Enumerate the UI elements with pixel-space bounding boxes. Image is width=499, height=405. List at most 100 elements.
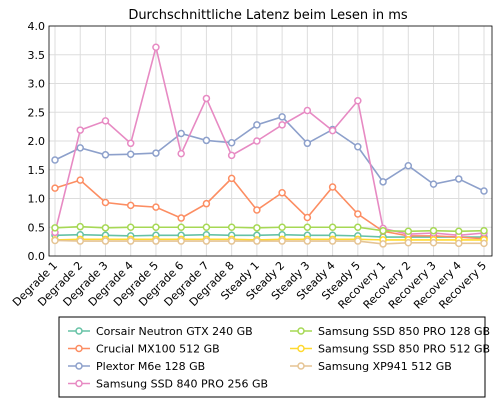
data-point bbox=[76, 126, 84, 134]
data-point bbox=[152, 237, 160, 245]
data-point bbox=[177, 223, 185, 231]
data-point bbox=[202, 237, 211, 245]
legend-item: Samsung SSD 850 PRO 128 GB bbox=[290, 325, 490, 338]
data-point bbox=[328, 183, 337, 191]
data-point bbox=[202, 94, 211, 103]
legend: Corsair Neutron GTX 240 GB Crucial MX100 … bbox=[58, 316, 490, 398]
legend-swatch-marker bbox=[75, 379, 83, 388]
data-point bbox=[278, 189, 286, 197]
data-point bbox=[303, 223, 312, 231]
data-point bbox=[455, 227, 463, 236]
grid-lines bbox=[49, 25, 492, 257]
data-point bbox=[51, 236, 59, 245]
data-point bbox=[480, 187, 488, 195]
y-tick-label: 4.0 bbox=[28, 20, 46, 33]
data-point bbox=[76, 144, 84, 152]
data-point bbox=[126, 150, 135, 158]
data-point bbox=[379, 178, 387, 186]
y-tick-label: 0.5 bbox=[28, 221, 46, 234]
data-point bbox=[202, 199, 211, 208]
y-tick-label: 2.0 bbox=[28, 135, 46, 148]
data-point bbox=[177, 149, 185, 158]
data-point bbox=[303, 213, 312, 222]
plot-frame bbox=[48, 25, 493, 257]
legend-item: Samsung SSD 840 PRO 256 GB bbox=[68, 378, 268, 391]
data-point bbox=[51, 156, 59, 164]
data-point bbox=[76, 237, 84, 245]
legend-label: Corsair Neutron GTX 240 GB bbox=[96, 325, 253, 338]
data-point bbox=[404, 161, 413, 170]
data-point bbox=[101, 117, 110, 125]
data-point bbox=[126, 139, 135, 148]
series-2 bbox=[51, 174, 488, 243]
legend-item: Samsung XP941 512 GB bbox=[290, 360, 452, 373]
data-point bbox=[480, 239, 488, 248]
series-line bbox=[54, 47, 485, 237]
data-point bbox=[354, 223, 362, 231]
data-point bbox=[101, 224, 110, 232]
data-point bbox=[51, 184, 59, 192]
data-point bbox=[278, 121, 286, 129]
data-point bbox=[227, 223, 236, 231]
data-point bbox=[480, 226, 488, 235]
series-line bbox=[54, 239, 484, 245]
series-line bbox=[54, 177, 485, 240]
data-point bbox=[253, 224, 261, 232]
legend-swatch-marker bbox=[297, 362, 305, 370]
data-point bbox=[126, 201, 135, 210]
data-point bbox=[101, 151, 110, 159]
data-point bbox=[303, 106, 312, 115]
data-point bbox=[278, 223, 286, 231]
series-line bbox=[54, 115, 485, 192]
data-point bbox=[303, 237, 312, 245]
data-point bbox=[76, 176, 84, 184]
data-point bbox=[152, 149, 160, 157]
data-point bbox=[455, 175, 463, 183]
data-point bbox=[354, 210, 362, 218]
legend-label: Plextor M6e 128 GB bbox=[96, 360, 205, 373]
data-point bbox=[429, 239, 438, 247]
data-point bbox=[253, 237, 261, 245]
y-tick-label: 1.0 bbox=[28, 193, 46, 206]
data-point bbox=[202, 136, 211, 145]
series-7 bbox=[51, 236, 488, 248]
data-point bbox=[328, 237, 337, 245]
data-point bbox=[278, 113, 286, 121]
series-5 bbox=[51, 222, 488, 236]
series-3 bbox=[51, 113, 488, 195]
y-tick-label: 1.5 bbox=[28, 164, 46, 177]
data-point bbox=[227, 151, 236, 160]
data-point bbox=[177, 214, 185, 222]
data-point bbox=[126, 237, 135, 245]
legend-label: Crucial MX100 512 GB bbox=[96, 343, 220, 356]
data-point bbox=[404, 227, 413, 236]
y-tick-label: 2.5 bbox=[28, 106, 46, 119]
data-point bbox=[227, 174, 236, 183]
data-point bbox=[177, 237, 185, 245]
data-point bbox=[328, 126, 337, 135]
data-point bbox=[152, 223, 160, 231]
series-line bbox=[54, 225, 485, 233]
legend-item: Plextor M6e 128 GB bbox=[68, 360, 205, 373]
legend-swatch-marker bbox=[75, 327, 83, 335]
legend-box bbox=[58, 316, 486, 398]
data-point bbox=[177, 129, 185, 138]
series-line bbox=[54, 233, 484, 238]
data-point bbox=[152, 43, 160, 52]
data-point bbox=[404, 239, 413, 247]
data-point bbox=[379, 240, 387, 248]
data-point bbox=[354, 143, 362, 151]
data-point bbox=[101, 198, 110, 207]
legend-swatch-marker bbox=[75, 362, 83, 370]
y-tick-label: 0.0 bbox=[28, 250, 46, 263]
series-group bbox=[51, 43, 488, 248]
data-point bbox=[379, 226, 387, 235]
y-axis-ticks: 0.0 0.5 1.0 1.5 2.0 2.5 3.0 3.5 4.0 bbox=[28, 20, 46, 263]
data-point bbox=[429, 180, 438, 188]
data-point bbox=[429, 226, 438, 235]
data-point bbox=[253, 137, 261, 145]
data-point bbox=[253, 206, 261, 214]
data-point bbox=[227, 138, 236, 147]
